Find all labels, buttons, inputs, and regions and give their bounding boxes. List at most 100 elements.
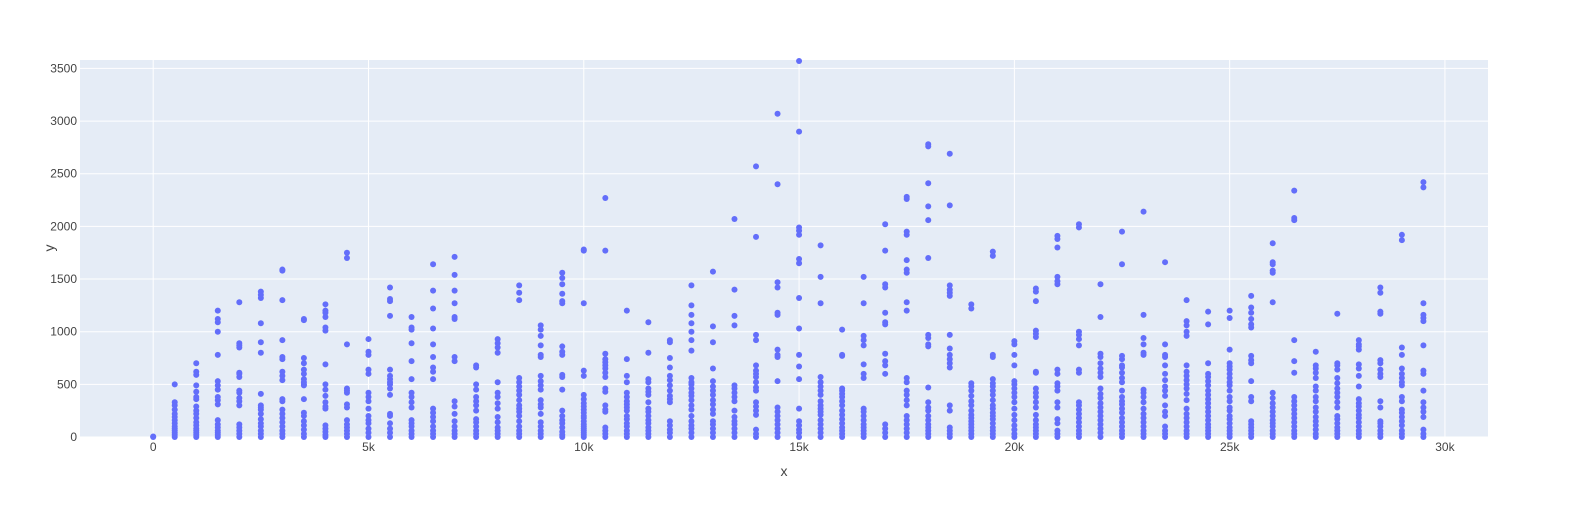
data-point <box>1119 415 1126 422</box>
data-point <box>580 367 587 374</box>
data-point <box>451 300 458 307</box>
data-point <box>1140 386 1147 393</box>
data-point <box>1205 387 1212 394</box>
data-point <box>666 387 673 394</box>
data-point <box>1226 370 1233 377</box>
data-point <box>666 382 673 389</box>
data-point <box>731 389 738 396</box>
data-point <box>946 286 953 293</box>
data-point <box>1312 393 1319 400</box>
data-point <box>559 412 566 419</box>
data-point <box>753 411 760 418</box>
data-point <box>1183 405 1190 412</box>
data-point <box>279 297 286 304</box>
data-point <box>666 364 673 371</box>
data-point <box>602 385 609 392</box>
data-point <box>214 393 221 400</box>
data-point <box>171 410 178 417</box>
data-point <box>925 254 932 261</box>
data-point <box>1291 427 1298 434</box>
data-point <box>1269 417 1276 424</box>
data-point <box>989 409 996 416</box>
data-point <box>1420 300 1427 307</box>
data-point <box>925 331 932 338</box>
data-point <box>214 386 221 393</box>
data-point <box>903 412 910 419</box>
data-point <box>430 261 437 268</box>
data-point <box>1377 427 1384 434</box>
data-point <box>150 433 157 440</box>
data-point <box>300 366 307 373</box>
data-point <box>494 393 501 400</box>
data-point <box>925 421 932 428</box>
data-point <box>645 405 652 412</box>
data-point <box>1075 410 1082 417</box>
data-point <box>602 373 609 380</box>
data-point <box>753 233 760 240</box>
data-point <box>946 345 953 352</box>
data-point <box>925 399 932 406</box>
data-point <box>709 323 716 330</box>
data-point <box>774 279 781 286</box>
data-point <box>623 356 630 363</box>
data-point <box>709 383 716 390</box>
data-point <box>365 405 372 412</box>
data-point <box>1248 292 1255 299</box>
data-point <box>796 294 803 301</box>
data-point <box>1054 366 1061 373</box>
data-point <box>1291 358 1298 365</box>
data-point <box>451 253 458 260</box>
data-point <box>322 301 329 308</box>
data-point <box>1032 389 1039 396</box>
data-point <box>537 410 544 417</box>
data-point <box>537 332 544 339</box>
data-point <box>925 217 932 224</box>
data-point <box>968 380 975 387</box>
data-point <box>602 247 609 254</box>
data-point <box>1205 370 1212 377</box>
data-point <box>343 249 350 256</box>
data-point <box>645 319 652 326</box>
data-point <box>1355 365 1362 372</box>
data-point <box>1183 362 1190 369</box>
data-point <box>1312 426 1319 433</box>
data-point <box>580 300 587 307</box>
data-point <box>989 420 996 427</box>
data-point <box>1054 420 1061 427</box>
data-point <box>580 246 587 253</box>
data-point <box>989 391 996 398</box>
data-point <box>516 289 523 296</box>
plot-area-background <box>80 60 1488 437</box>
data-point <box>968 402 975 409</box>
data-point <box>1011 405 1018 412</box>
data-point <box>1032 421 1039 428</box>
data-point <box>796 325 803 332</box>
data-point <box>1226 404 1233 411</box>
data-point <box>1334 393 1341 400</box>
data-point <box>1377 357 1384 364</box>
data-point <box>1226 307 1233 314</box>
data-point <box>430 325 437 332</box>
data-point <box>193 403 200 410</box>
data-point <box>257 420 264 427</box>
data-point <box>473 398 480 405</box>
data-point <box>796 128 803 135</box>
data-point <box>623 412 630 419</box>
data-point <box>903 299 910 306</box>
data-point <box>882 421 889 428</box>
data-point <box>968 398 975 405</box>
data-point <box>645 385 652 392</box>
data-point <box>860 421 867 428</box>
data-point <box>1011 338 1018 345</box>
data-point <box>989 248 996 255</box>
data-point <box>753 426 760 433</box>
data-point <box>494 336 501 343</box>
data-point <box>559 290 566 297</box>
data-point <box>300 409 307 416</box>
data-point <box>1312 362 1319 369</box>
data-point <box>1097 369 1104 376</box>
data-point <box>774 425 781 432</box>
y-tick-label: 3000 <box>50 114 77 128</box>
data-point <box>537 419 544 426</box>
data-point <box>1420 399 1427 406</box>
